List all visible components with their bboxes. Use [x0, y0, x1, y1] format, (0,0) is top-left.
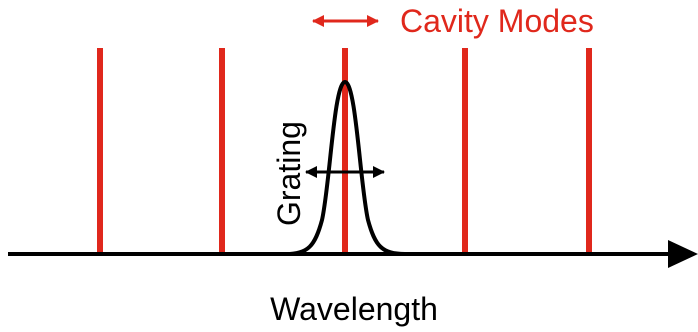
cavity-modes: [97, 48, 592, 254]
grating-curve: [285, 80, 406, 256]
axis-label: Wavelength: [270, 291, 438, 327]
axis-arrowhead: [668, 240, 698, 268]
cavity-modes-label: Cavity Modes: [400, 3, 594, 39]
grating-label: Grating: [271, 121, 307, 226]
